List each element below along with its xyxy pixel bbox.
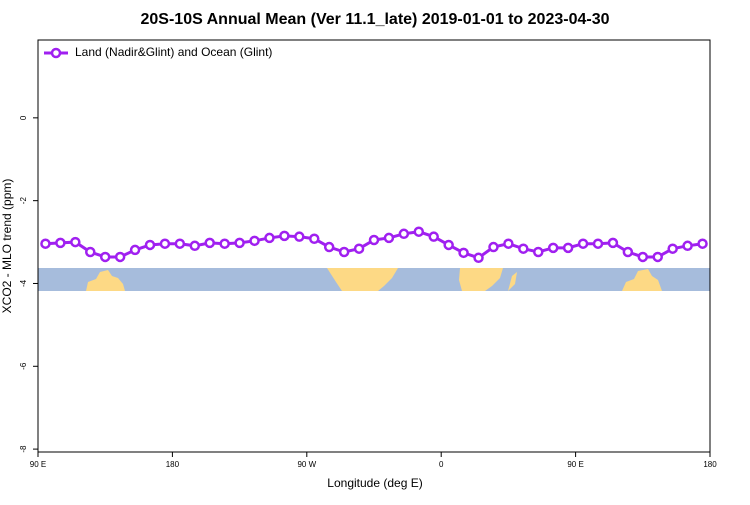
- point: [219, 238, 230, 249]
- point: [577, 238, 589, 249]
- point: [99, 251, 111, 263]
- point: [279, 230, 290, 242]
- point: [697, 238, 708, 249]
- y-tick-label: -8: [19, 445, 28, 453]
- land-shape: [622, 269, 662, 291]
- point: [533, 246, 544, 258]
- point: [503, 238, 514, 249]
- point: [114, 251, 126, 263]
- x-tick-label: 90 W: [297, 460, 316, 469]
- point: [488, 241, 499, 253]
- legend-marker: [50, 47, 62, 59]
- point: [353, 243, 365, 254]
- point: [562, 242, 574, 254]
- point: [323, 241, 335, 253]
- y-tick-label: -2: [19, 197, 28, 205]
- point: [129, 244, 141, 256]
- y-tick-label: -6: [19, 362, 28, 370]
- point: [518, 243, 529, 254]
- x-tick-label: 180: [703, 460, 717, 469]
- point: [398, 228, 410, 240]
- point: [652, 251, 663, 263]
- point: [622, 246, 634, 258]
- y-tick-label: -4: [19, 279, 28, 287]
- y-tick-label: 0: [19, 115, 28, 120]
- x-tick-label: 90 E: [30, 460, 46, 469]
- point: [70, 236, 81, 248]
- point: [309, 233, 320, 245]
- x-tick-label: 180: [166, 460, 180, 469]
- point: [40, 238, 51, 249]
- x-axis-label: Longitude (deg E): [327, 476, 422, 490]
- map-strip: [38, 268, 710, 291]
- point: [383, 232, 395, 244]
- point: [607, 237, 619, 249]
- x-tick-label: 0: [439, 460, 444, 469]
- point: [204, 237, 215, 249]
- point: [368, 234, 380, 246]
- point: [144, 239, 156, 251]
- land-shape: [86, 270, 125, 291]
- point: [667, 243, 678, 254]
- point: [55, 237, 66, 249]
- point: [682, 240, 693, 252]
- point: [443, 239, 454, 251]
- x-tick-label: 90 E: [567, 460, 583, 469]
- y-axis-label: XCO2 - MLO trend (ppm): [0, 179, 14, 314]
- point: [547, 242, 559, 254]
- point: [294, 231, 305, 242]
- point: [264, 232, 275, 244]
- land-shape: [327, 268, 398, 291]
- point: [458, 247, 469, 259]
- point: [159, 238, 171, 249]
- plot-frame: [37, 39, 711, 453]
- point: [174, 238, 186, 249]
- land-shape: [508, 272, 517, 291]
- point: [234, 237, 245, 249]
- point: [85, 246, 96, 258]
- point: [338, 246, 350, 258]
- point: [413, 226, 425, 237]
- point: [428, 231, 439, 242]
- land-shape: [459, 268, 503, 291]
- legend-label: Land (Nadir&Glint) and Ocean (Glint): [75, 45, 272, 59]
- point: [249, 235, 260, 247]
- chart-title: 20S-10S Annual Mean (Ver 11.1_late) 2019…: [141, 11, 610, 28]
- point: [637, 251, 649, 263]
- point: [189, 240, 201, 252]
- point: [473, 252, 484, 264]
- point: [592, 238, 604, 249]
